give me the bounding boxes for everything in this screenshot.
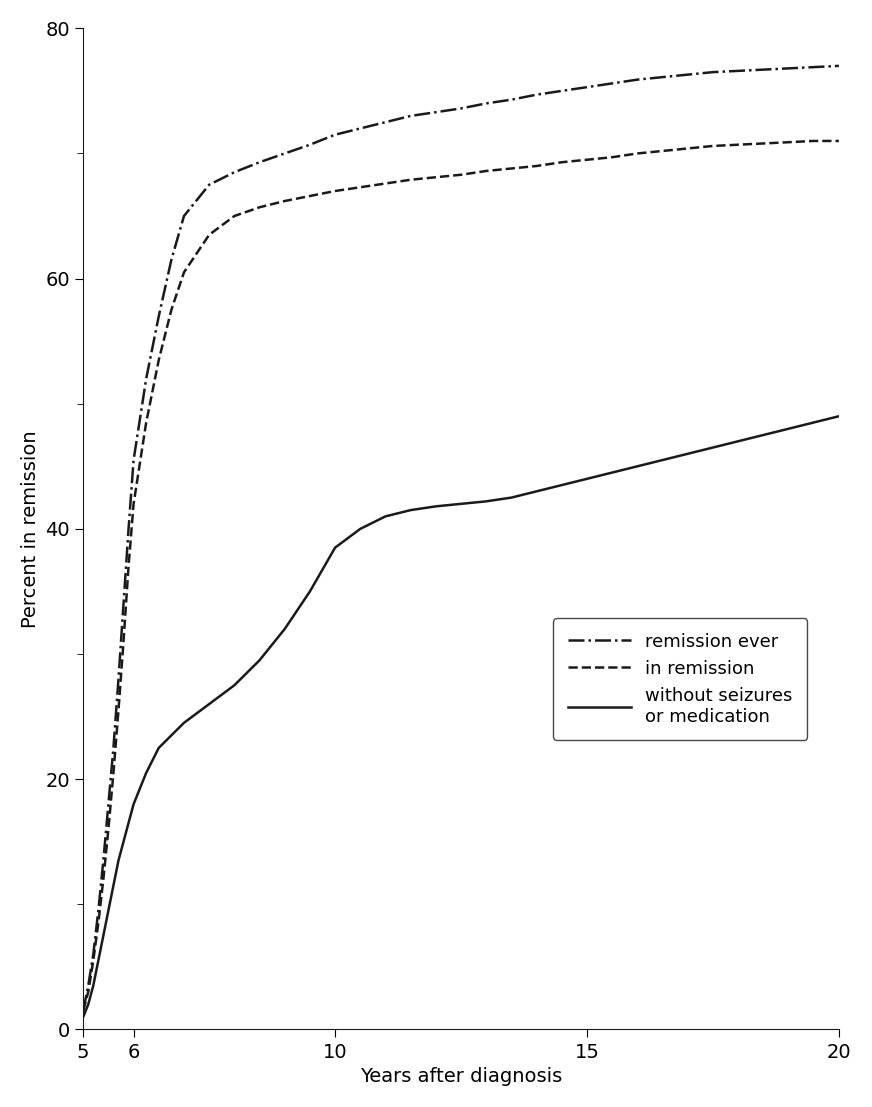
X-axis label: Years after diagnosis: Years after diagnosis xyxy=(360,1067,562,1086)
Legend: remission ever, in remission, without seizures
or medication: remission ever, in remission, without se… xyxy=(553,619,807,741)
Y-axis label: Percent in remission: Percent in remission xyxy=(21,430,40,628)
